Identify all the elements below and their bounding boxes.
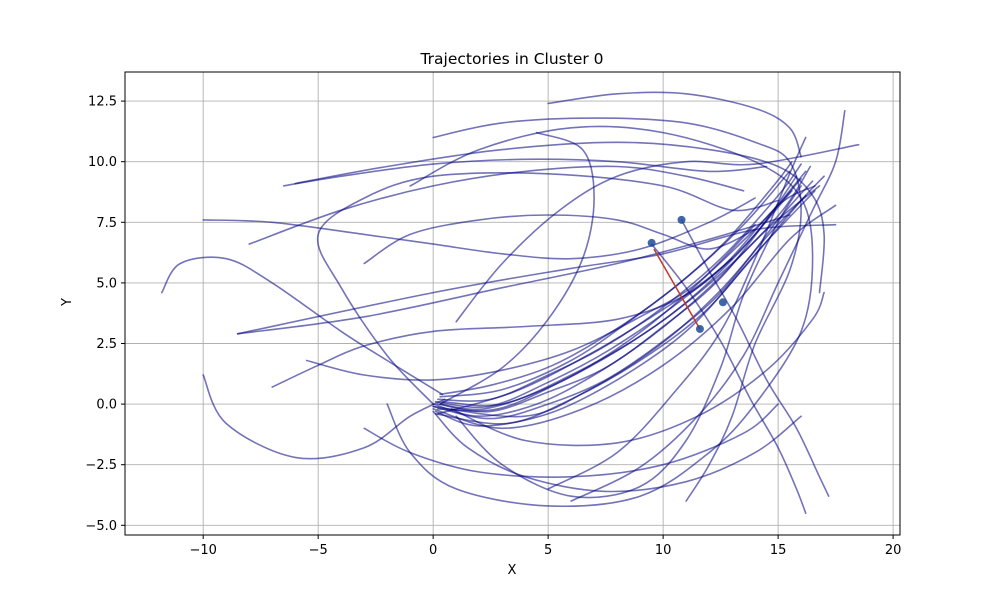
trajectory-line-15 [432, 194, 807, 418]
y-tick-label: 2.5 [96, 337, 117, 352]
x-tick-label: 15 [770, 543, 787, 558]
trajectory-line-33 [680, 219, 830, 497]
trajectory-line-35 [432, 410, 802, 493]
trajectory-line-5 [434, 175, 825, 427]
trajectory-line-26 [305, 223, 756, 381]
trajectory-line-29 [432, 117, 802, 502]
x-tick-label: 0 [429, 543, 437, 558]
trajectory-line-32 [650, 243, 807, 514]
x-tick-label: 5 [544, 543, 552, 558]
trajectory-line-34 [439, 131, 595, 405]
trajectory-line-37 [294, 141, 826, 294]
trajectory-line-10 [439, 160, 793, 396]
trajectory-line-20 [386, 125, 814, 508]
trajectory-line-22 [236, 214, 791, 335]
x-tick-label: 20 [885, 543, 902, 558]
trajectory-line-38 [547, 91, 802, 158]
trajectory-line-14 [434, 190, 793, 409]
x-tick-label: 10 [655, 543, 672, 558]
y-tick-label: −2.5 [85, 458, 117, 473]
trajectory-line-40 [450, 291, 825, 447]
highlight-group [647, 215, 727, 333]
y-tick-label: 10.0 [88, 155, 117, 170]
axis-ticks: −10 −5 0 5 10 15 20 −5.0 −2.5 0.0 2.5 5.0 7.5 10.0 12.… [85, 95, 901, 558]
trajectory-line-23 [282, 158, 768, 187]
trajectory-line-18 [161, 256, 444, 396]
trajectory-line-36 [363, 403, 779, 478]
x-axis-label: X [508, 563, 517, 578]
y-tick-label: 0.0 [96, 398, 117, 413]
trajectory-line-25 [248, 165, 745, 245]
y-tick-label: 12.5 [88, 95, 117, 110]
chart-title: Trajectories in Cluster 0 [419, 50, 603, 68]
y-tick-label: −5.0 [85, 519, 117, 534]
x-tick-label: −10 [189, 543, 216, 558]
y-tick-label: 5.0 [96, 276, 117, 291]
trajectory-line-11 [432, 204, 837, 430]
trajectory-line-39 [455, 143, 860, 323]
trajectory-line-27 [271, 257, 733, 388]
trajectory-line-19 [316, 172, 779, 405]
trajectory-line-30 [570, 110, 846, 502]
trajectory-lines [161, 91, 860, 514]
plot-area: −10 −5 0 5 10 15 20 −5.0 −2.5 0.0 2.5 5.0 7.5 10.0 12.… [85, 71, 901, 558]
trajectory-marker-3 [695, 324, 704, 333]
x-tick-label: −5 [309, 543, 328, 558]
trajectory-line-31 [547, 136, 807, 490]
trajectory-line-17 [202, 374, 446, 460]
trajectory-marker-1 [647, 238, 656, 247]
y-axis-label: Y [60, 298, 75, 307]
trajectory-marker-2 [677, 215, 686, 224]
y-tick-label: 7.5 [96, 216, 117, 231]
trajectory-line-24 [202, 197, 756, 260]
highlight-segment [653, 248, 701, 330]
trajectory-line-28 [363, 214, 756, 265]
axes-frame [124, 71, 901, 536]
trajectory-marker-4 [718, 298, 727, 307]
